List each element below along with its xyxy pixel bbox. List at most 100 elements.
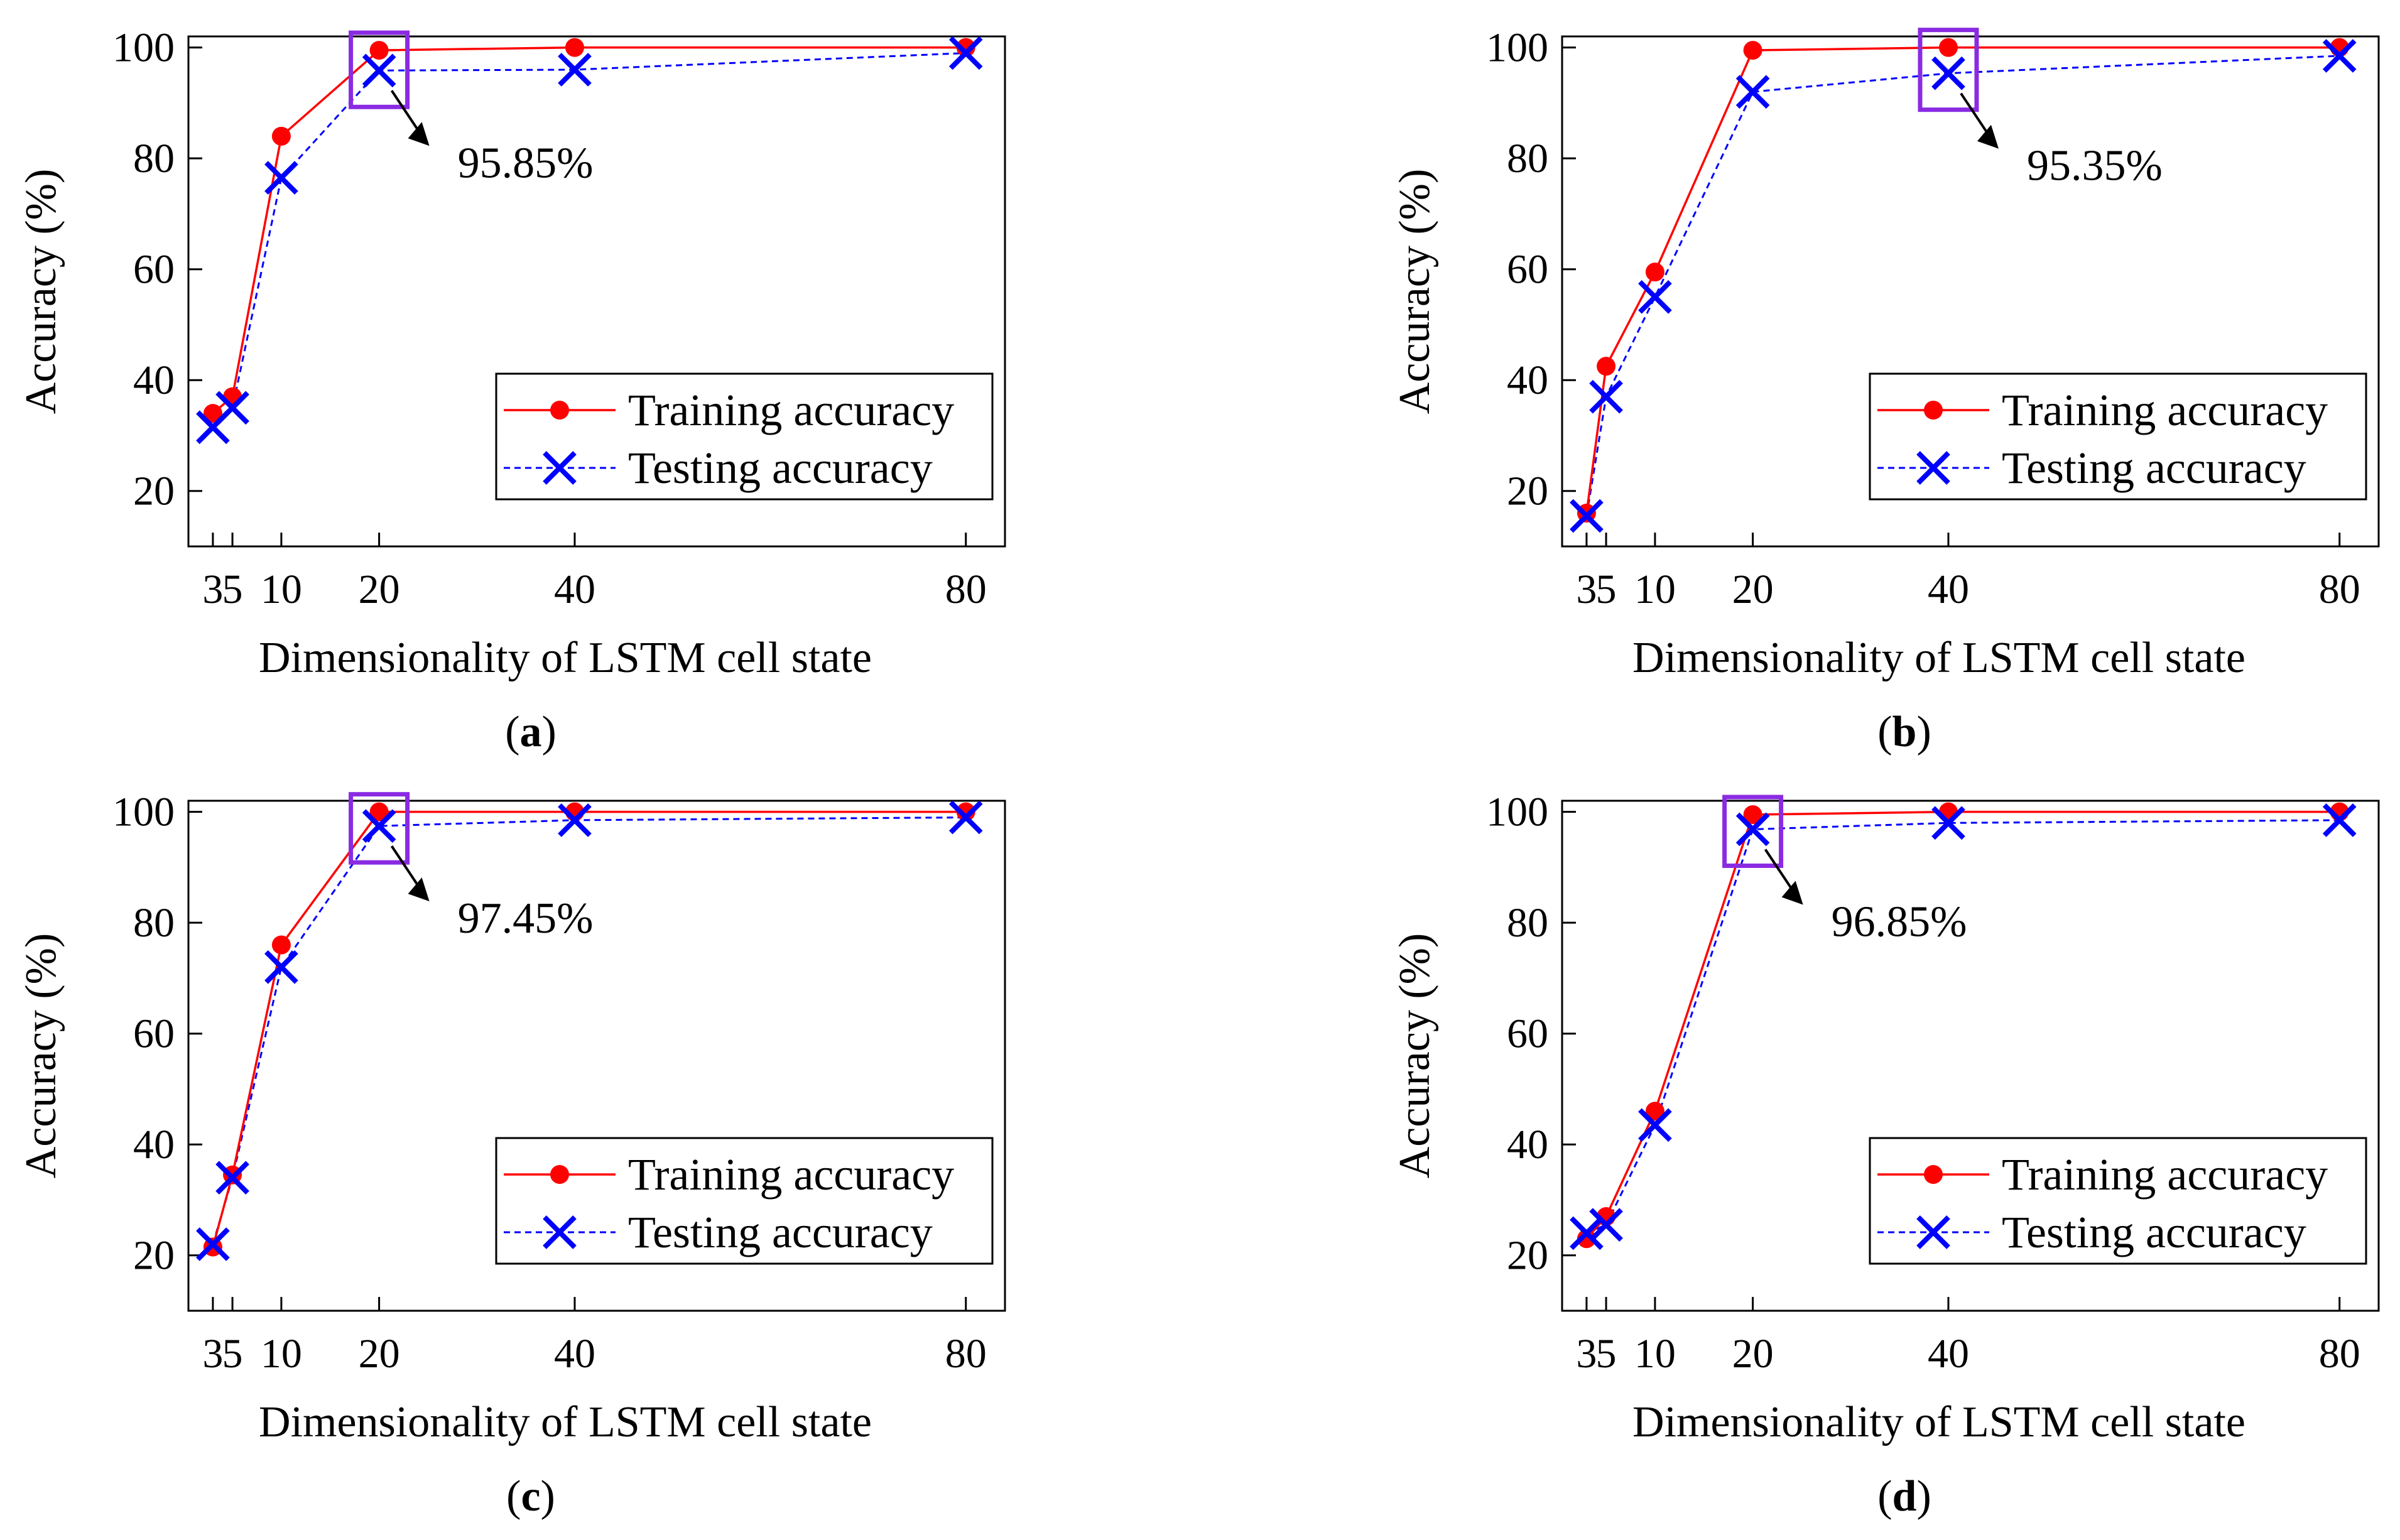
- training-accuracy-line: [212, 46, 966, 415]
- testing-accuracy-point: [558, 803, 592, 837]
- y-tick-label: 20: [1507, 469, 1548, 514]
- annotation-label: 97.45%: [458, 894, 594, 943]
- chart-d: 20 40 60 80 100 35 10 20 40 80 Dimensionality of L…: [1391, 789, 2380, 1446]
- x-tick-label: 5: [1596, 567, 1617, 612]
- annotation-label: 96.85%: [1832, 897, 1967, 946]
- x-tick-label: 80: [945, 567, 987, 612]
- testing-accuracy-point: [362, 53, 396, 88]
- annotation-label: 95.85%: [458, 139, 594, 187]
- testing-accuracy-point: [1735, 812, 1770, 847]
- plot-frame: [1561, 800, 2380, 1312]
- x-tick-label: 3: [202, 1331, 223, 1377]
- y-tick-label: 20: [1507, 1233, 1548, 1279]
- legend-testing-label: Testing accuracy: [2002, 443, 2306, 493]
- x-axis-title: Dimensionality of LSTM cell state: [1632, 634, 2245, 682]
- training-accuracy-point: [956, 38, 975, 57]
- x-tick-label: 80: [2319, 1331, 2360, 1377]
- y-axis-title: Accuracy (%): [1391, 169, 1439, 415]
- highlight-box: [1722, 794, 1784, 868]
- y-tick-label: 40: [133, 357, 175, 403]
- y-tick-label: 100: [112, 789, 175, 835]
- x-axis-title: Dimensionality of LSTM cell state: [259, 1398, 872, 1446]
- caption-b-letter: b: [1892, 708, 1917, 756]
- testing-accuracy-point: [215, 1161, 249, 1195]
- x-tick-label: 40: [554, 1331, 595, 1377]
- x-tick-label: 10: [1634, 567, 1676, 612]
- training-accuracy-point: [565, 38, 584, 57]
- testing-accuracy-line: [1586, 819, 2340, 1234]
- x-tick-label: 40: [1928, 567, 1969, 612]
- x-tick-label: 3: [202, 567, 223, 612]
- testing-accuracy-point: [2322, 803, 2357, 837]
- legend-box: [495, 372, 994, 501]
- annotation-label: 95.35%: [2027, 142, 2163, 190]
- training-accuracy-point: [203, 404, 222, 423]
- highlight-box: [349, 30, 410, 109]
- testing-accuracy-point: [2322, 39, 2357, 73]
- y-tick-label: 20: [133, 1233, 175, 1279]
- highlight-box: [349, 792, 410, 865]
- testing-accuracy-point: [1589, 379, 1623, 414]
- legend-training-marker: [1924, 1165, 1943, 1184]
- legend-testing-label: Testing accuracy: [628, 443, 933, 493]
- training-accuracy-point: [369, 802, 389, 822]
- y-tick-label: 40: [1507, 357, 1548, 403]
- x-axis-title: Dimensionality of LSTM cell state: [259, 634, 872, 682]
- training-accuracy-point: [1597, 357, 1616, 376]
- testing-accuracy-line: [212, 52, 966, 428]
- y-axis-title: Accuracy (%): [17, 933, 65, 1179]
- x-tick-label: 10: [1634, 1331, 1676, 1377]
- testing-accuracy-point: [1570, 1216, 1604, 1250]
- y-tick-label: 20: [133, 469, 175, 514]
- testing-accuracy-point: [1570, 499, 1604, 533]
- y-tick-label: 100: [1486, 25, 1548, 71]
- legend-training-label: Training accuracy: [628, 385, 954, 435]
- legend-training-label: Training accuracy: [2002, 1149, 2328, 1200]
- testing-accuracy-point: [215, 391, 249, 425]
- testing-accuracy-point: [1589, 1208, 1623, 1242]
- legend-testing-label: Testing accuracy: [2002, 1207, 2306, 1257]
- training-accuracy-point: [1577, 1229, 1596, 1249]
- legend-training-marker: [1924, 401, 1943, 420]
- highlight-box: [1918, 28, 1979, 112]
- panel-b: (b): [1877, 708, 1931, 756]
- y-tick-label: 60: [1507, 247, 1548, 293]
- legend-training-marker: [550, 1165, 569, 1184]
- y-tick-label: 80: [1507, 136, 1548, 182]
- testing-accuracy-point: [264, 950, 298, 984]
- y-tick-label: 60: [1507, 1011, 1548, 1057]
- legend-testing-marker: [1916, 451, 1950, 485]
- legend-testing-marker: [543, 1215, 577, 1249]
- x-axis-title: Dimensionality of LSTM cell state: [1632, 1398, 2245, 1446]
- y-tick-label: 60: [133, 247, 175, 293]
- x-tick-label: 20: [1732, 567, 1774, 612]
- testing-accuracy-line: [1585, 55, 2340, 516]
- legend-box: [495, 1137, 994, 1265]
- chart-a: 20 40 60 80 100 35 10 20 40 80 Dimensionality of L…: [17, 25, 1006, 682]
- x-tick-label: 20: [359, 567, 400, 612]
- legend-testing-marker: [1916, 1215, 1950, 1249]
- caption-c: (c): [506, 1472, 555, 1521]
- training-accuracy-point: [1743, 41, 1762, 60]
- x-tick-label: 10: [261, 1331, 302, 1377]
- x-tick-label: 80: [945, 1331, 987, 1377]
- annotation-arrowhead: [408, 877, 430, 902]
- chart-c: 20 40 60 80 100 35 10 20 40 80 Dimensionality of L…: [17, 789, 1006, 1446]
- caption-d: (d): [1877, 1472, 1931, 1521]
- x-tick-label: 40: [554, 567, 595, 612]
- plot-frame: [187, 800, 1006, 1312]
- testing-accuracy-point: [264, 161, 298, 195]
- testing-accuracy-point: [1931, 56, 1965, 90]
- y-tick-label: 100: [1486, 789, 1548, 835]
- caption-a: (a): [505, 708, 557, 756]
- testing-accuracy-point: [362, 809, 396, 843]
- panel-a: (a): [505, 708, 557, 756]
- testing-accuracy-point: [1638, 279, 1672, 314]
- x-tick-label: 20: [1732, 1331, 1774, 1377]
- caption-d-letter: d: [1892, 1472, 1917, 1521]
- training-accuracy-point: [1938, 38, 1958, 57]
- training-accuracy-point: [1645, 263, 1664, 282]
- training-accuracy-point: [1743, 805, 1762, 825]
- y-tick-label: 80: [133, 136, 175, 182]
